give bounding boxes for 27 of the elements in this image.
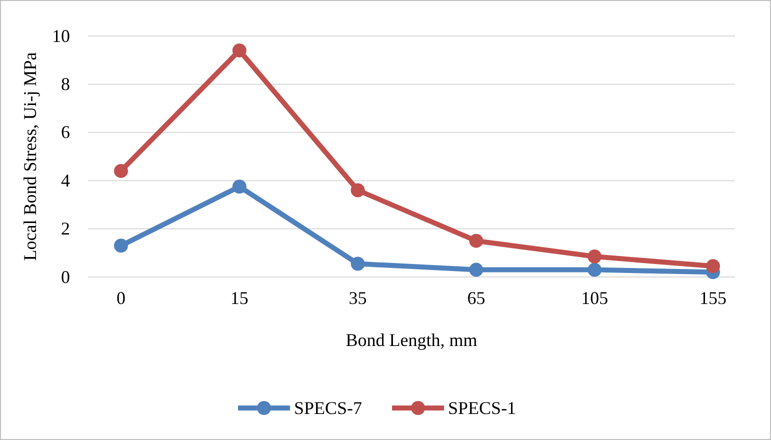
y-tick-label: 8 [61,74,70,94]
x-tick-label: 65 [467,288,486,308]
x-tick-label: 105 [581,288,608,308]
point [469,234,484,248]
x-tick-label: 35 [348,288,367,308]
y-tick-label: 6 [61,122,70,142]
y-axis-title: Local Bond Stress, Ui-j MPa [20,52,40,261]
point [114,164,128,178]
x-tick-label: 15 [230,288,248,308]
y-tick-label: 2 [61,218,70,239]
legend-label: SPECS-1 [448,398,516,418]
point [588,250,602,264]
point [706,259,720,274]
x-axis-title: Bond Length, mm [346,330,478,350]
point [350,256,365,271]
point [469,262,484,277]
x-tick-label: 0 [116,288,126,308]
legend-label: SPECS-7 [294,398,362,418]
point [114,238,128,253]
y-tick-label: 10 [52,26,70,46]
y-tick-label: 4 [61,170,70,190]
point [588,262,602,277]
point [350,183,365,198]
point [232,43,246,58]
x-tick-label: 155 [700,288,726,308]
point [232,180,246,194]
y-tick-label: 0 [61,266,70,287]
